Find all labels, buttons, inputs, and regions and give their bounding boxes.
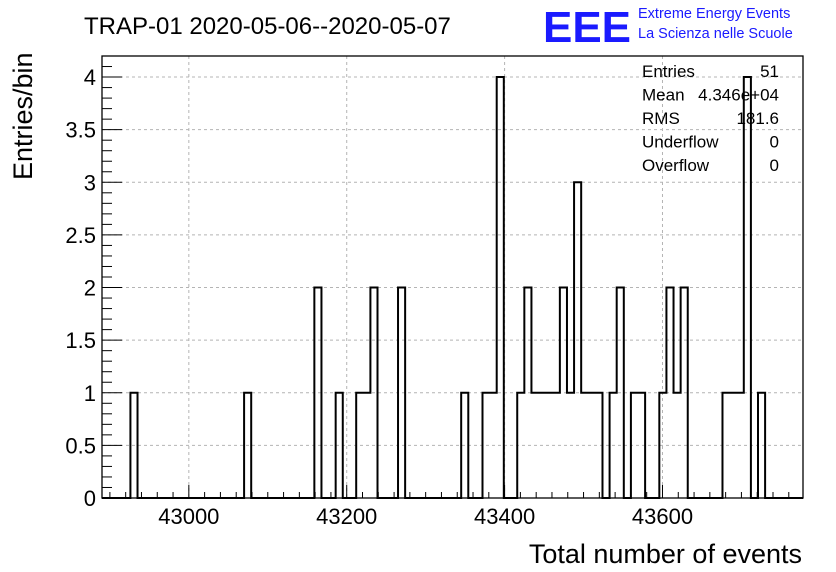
- histogram-bin: [539, 393, 546, 498]
- histogram-bin: [617, 288, 624, 498]
- histogram-outline: [102, 76, 803, 499]
- histogram-bin: [737, 393, 744, 498]
- histogram-bin: [722, 393, 729, 498]
- histogram-bin: [524, 288, 531, 498]
- histogram-bin: [490, 393, 497, 498]
- histogram-bin: [659, 393, 666, 498]
- plot-frame: [101, 55, 804, 499]
- histogram-bin: [574, 182, 581, 498]
- histogram-bin: [610, 393, 617, 498]
- histogram-bin: [517, 393, 524, 498]
- histogram-bin: [482, 393, 489, 498]
- stats-label: Underflow: [642, 133, 719, 152]
- histogram-bin: [314, 288, 321, 498]
- eee-logo: EEE Extreme Energy Events La Scienza nel…: [543, 3, 793, 52]
- histogram-bin: [398, 288, 405, 498]
- x-axis-label: Total number of events: [529, 539, 802, 569]
- logo-line1: Extreme Energy Events: [638, 6, 790, 22]
- histogram-bin: [336, 393, 343, 498]
- histogram-bin: [681, 288, 688, 498]
- y-tick-label: 0.5: [65, 433, 96, 458]
- y-tick-label: 1: [84, 381, 96, 406]
- stats-box: Entries 51 Mean 4.346e+04 RMS 181.6 Underflow 0…: [642, 62, 779, 175]
- logo-mark: EEE: [543, 3, 631, 52]
- grid-lines: [102, 56, 803, 498]
- stats-value: 181.6: [736, 109, 779, 128]
- stats-label: Entries: [642, 62, 695, 81]
- histogram-bin: [631, 393, 638, 498]
- y-tick-label: 2: [84, 276, 96, 301]
- stats-label: Overflow: [642, 156, 710, 175]
- histogram-bin: [531, 393, 538, 498]
- y-axis: 0 0.5 1 1.5 2 2.5 3 3.5 4: [65, 55, 122, 511]
- x-tick-label: 43000: [158, 504, 219, 529]
- histogram-bin: [595, 393, 602, 498]
- stats-value: 0: [770, 133, 779, 152]
- histogram-bin: [461, 393, 468, 498]
- histogram-bin: [730, 393, 737, 498]
- histogram-bin: [363, 393, 370, 498]
- histogram-bin: [244, 393, 251, 498]
- histogram-bin: [546, 393, 553, 498]
- histogram-bin: [130, 393, 137, 498]
- y-axis-label: Entries/bin: [8, 52, 38, 180]
- stats-value: 4.346e+04: [698, 86, 779, 105]
- histogram-bin: [356, 393, 363, 498]
- chart-title: TRAP-01 2020-05-06--2020-05-07: [84, 13, 451, 40]
- y-tick-label: 0: [84, 486, 96, 511]
- x-tick-label: 43200: [316, 504, 377, 529]
- y-tick-label: 1.5: [65, 328, 96, 353]
- y-tick-label: 4: [84, 65, 96, 90]
- histogram-bin: [581, 393, 588, 498]
- stats-value: 0: [770, 156, 779, 175]
- x-axis: 43000 43200 43400 43600: [109, 485, 790, 529]
- y-tick-label: 3.5: [65, 118, 96, 143]
- histogram-bin: [370, 288, 377, 498]
- histogram-bin: [758, 393, 765, 498]
- stats-label: RMS: [642, 109, 680, 128]
- stats-value: 51: [760, 62, 779, 81]
- histogram-bin: [553, 393, 560, 498]
- histogram-bin: [744, 77, 751, 498]
- histogram-bin: [497, 77, 504, 498]
- x-tick-label: 43600: [632, 504, 693, 529]
- y-tick-label: 3: [84, 170, 96, 195]
- histogram-bin: [560, 288, 567, 498]
- y-tick-label: 2.5: [65, 223, 96, 248]
- histogram-bin: [588, 393, 595, 498]
- histogram-bin: [638, 393, 645, 498]
- histogram-bin: [567, 393, 574, 498]
- histogram-bin: [666, 288, 673, 498]
- x-tick-label: 43400: [474, 504, 535, 529]
- histogram-bin: [674, 393, 681, 498]
- stats-label: Mean: [642, 86, 685, 105]
- logo-line2: La Scienza nelle Scuole: [638, 26, 793, 42]
